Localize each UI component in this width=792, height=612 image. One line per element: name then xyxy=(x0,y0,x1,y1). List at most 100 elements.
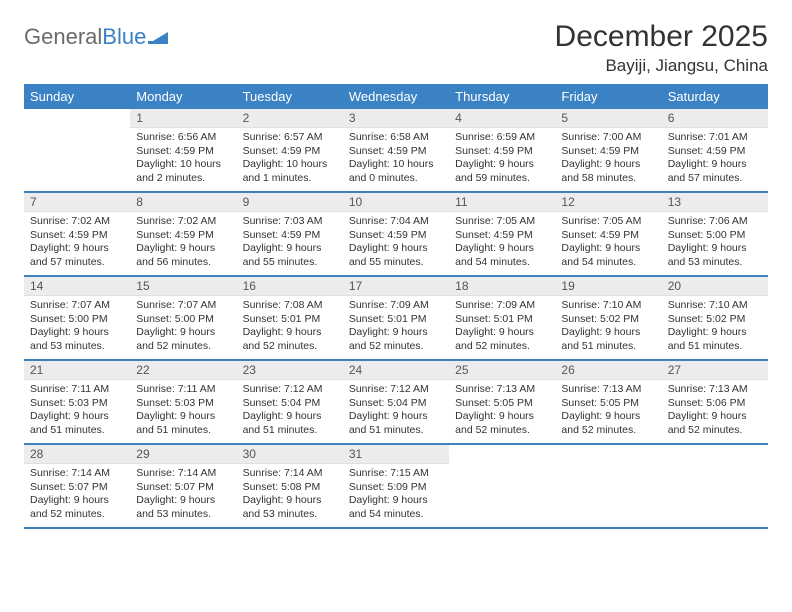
daylight-text: Daylight: 9 hours and 57 minutes. xyxy=(668,158,762,185)
sunrise-text: Sunrise: 6:58 AM xyxy=(349,131,443,145)
daylight-text: Daylight: 10 hours and 0 minutes. xyxy=(349,158,443,185)
cell-body: Sunrise: 7:06 AMSunset: 5:00 PMDaylight:… xyxy=(662,212,768,274)
daylight-text: Daylight: 9 hours and 53 minutes. xyxy=(668,242,762,269)
day-number: 18 xyxy=(449,277,555,296)
week-row: 14Sunrise: 7:07 AMSunset: 5:00 PMDayligh… xyxy=(24,277,768,361)
daylight-text: Daylight: 9 hours and 52 minutes. xyxy=(561,410,655,437)
sunrise-text: Sunrise: 7:06 AM xyxy=(668,215,762,229)
cell-body: Sunrise: 6:57 AMSunset: 4:59 PMDaylight:… xyxy=(237,128,343,190)
day-number: 21 xyxy=(24,361,130,380)
cell-body: Sunrise: 7:15 AMSunset: 5:09 PMDaylight:… xyxy=(343,464,449,526)
daylight-text: Daylight: 9 hours and 51 minutes. xyxy=(30,410,124,437)
sunset-text: Sunset: 4:59 PM xyxy=(668,145,762,159)
calendar-cell: 30Sunrise: 7:14 AMSunset: 5:08 PMDayligh… xyxy=(237,445,343,527)
sunrise-text: Sunrise: 7:10 AM xyxy=(668,299,762,313)
calendar: Sunday Monday Tuesday Wednesday Thursday… xyxy=(24,84,768,529)
sunset-text: Sunset: 5:09 PM xyxy=(349,481,443,495)
calendar-cell: 15Sunrise: 7:07 AMSunset: 5:00 PMDayligh… xyxy=(130,277,236,359)
day-number: 31 xyxy=(343,445,449,464)
day-number: 17 xyxy=(343,277,449,296)
calendar-cell: 31Sunrise: 7:15 AMSunset: 5:09 PMDayligh… xyxy=(343,445,449,527)
calendar-cell xyxy=(662,445,768,527)
sunset-text: Sunset: 5:03 PM xyxy=(136,397,230,411)
daylight-text: Daylight: 9 hours and 51 minutes. xyxy=(349,410,443,437)
sunset-text: Sunset: 5:00 PM xyxy=(136,313,230,327)
sunrise-text: Sunrise: 7:02 AM xyxy=(30,215,124,229)
sunrise-text: Sunrise: 7:01 AM xyxy=(668,131,762,145)
day-number: 23 xyxy=(237,361,343,380)
sunset-text: Sunset: 5:07 PM xyxy=(30,481,124,495)
day-number: 26 xyxy=(555,361,661,380)
cell-body: Sunrise: 7:01 AMSunset: 4:59 PMDaylight:… xyxy=(662,128,768,190)
day-number: 27 xyxy=(662,361,768,380)
sunrise-text: Sunrise: 7:05 AM xyxy=(561,215,655,229)
sunset-text: Sunset: 5:05 PM xyxy=(561,397,655,411)
calendar-cell: 8Sunrise: 7:02 AMSunset: 4:59 PMDaylight… xyxy=(130,193,236,275)
sunset-text: Sunset: 4:59 PM xyxy=(561,229,655,243)
day-number: 15 xyxy=(130,277,236,296)
calendar-cell: 10Sunrise: 7:04 AMSunset: 4:59 PMDayligh… xyxy=(343,193,449,275)
logo-text: GeneralBlue xyxy=(24,24,146,50)
calendar-cell: 3Sunrise: 6:58 AMSunset: 4:59 PMDaylight… xyxy=(343,109,449,191)
sunset-text: Sunset: 4:59 PM xyxy=(349,229,443,243)
daylight-text: Daylight: 9 hours and 53 minutes. xyxy=(30,326,124,353)
sunrise-text: Sunrise: 6:59 AM xyxy=(455,131,549,145)
cell-body: Sunrise: 7:04 AMSunset: 4:59 PMDaylight:… xyxy=(343,212,449,274)
calendar-cell: 1Sunrise: 6:56 AMSunset: 4:59 PMDaylight… xyxy=(130,109,236,191)
daylight-text: Daylight: 9 hours and 52 minutes. xyxy=(243,326,337,353)
day-number: 16 xyxy=(237,277,343,296)
cell-body: Sunrise: 6:59 AMSunset: 4:59 PMDaylight:… xyxy=(449,128,555,190)
day-header-row: Sunday Monday Tuesday Wednesday Thursday… xyxy=(24,84,768,109)
sunset-text: Sunset: 5:02 PM xyxy=(561,313,655,327)
calendar-cell: 25Sunrise: 7:13 AMSunset: 5:05 PMDayligh… xyxy=(449,361,555,443)
sunrise-text: Sunrise: 7:00 AM xyxy=(561,131,655,145)
sunset-text: Sunset: 4:59 PM xyxy=(136,229,230,243)
calendar-cell xyxy=(449,445,555,527)
daylight-text: Daylight: 9 hours and 56 minutes. xyxy=(136,242,230,269)
sunrise-text: Sunrise: 7:07 AM xyxy=(30,299,124,313)
cell-body: Sunrise: 7:02 AMSunset: 4:59 PMDaylight:… xyxy=(24,212,130,274)
sunrise-text: Sunrise: 7:03 AM xyxy=(243,215,337,229)
sunrise-text: Sunrise: 7:14 AM xyxy=(30,467,124,481)
sunrise-text: Sunrise: 7:08 AM xyxy=(243,299,337,313)
calendar-cell: 24Sunrise: 7:12 AMSunset: 5:04 PMDayligh… xyxy=(343,361,449,443)
header: GeneralBlue December 2025 Bayiji, Jiangs… xyxy=(24,20,768,76)
cell-body: Sunrise: 7:14 AMSunset: 5:07 PMDaylight:… xyxy=(24,464,130,526)
sunset-text: Sunset: 5:06 PM xyxy=(668,397,762,411)
calendar-cell: 17Sunrise: 7:09 AMSunset: 5:01 PMDayligh… xyxy=(343,277,449,359)
sunrise-text: Sunrise: 7:14 AM xyxy=(243,467,337,481)
daylight-text: Daylight: 9 hours and 52 minutes. xyxy=(30,494,124,521)
day-number: 4 xyxy=(449,109,555,128)
cell-body: Sunrise: 7:03 AMSunset: 4:59 PMDaylight:… xyxy=(237,212,343,274)
cell-body: Sunrise: 7:11 AMSunset: 5:03 PMDaylight:… xyxy=(130,380,236,442)
cell-body: Sunrise: 7:12 AMSunset: 5:04 PMDaylight:… xyxy=(343,380,449,442)
sunrise-text: Sunrise: 7:11 AM xyxy=(30,383,124,397)
day-number: 10 xyxy=(343,193,449,212)
daylight-text: Daylight: 9 hours and 52 minutes. xyxy=(455,326,549,353)
daylight-text: Daylight: 10 hours and 2 minutes. xyxy=(136,158,230,185)
cell-body: Sunrise: 7:07 AMSunset: 5:00 PMDaylight:… xyxy=(130,296,236,358)
sunrise-text: Sunrise: 7:04 AM xyxy=(349,215,443,229)
day-number: 6 xyxy=(662,109,768,128)
calendar-cell: 5Sunrise: 7:00 AMSunset: 4:59 PMDaylight… xyxy=(555,109,661,191)
sunrise-text: Sunrise: 7:05 AM xyxy=(455,215,549,229)
daylight-text: Daylight: 9 hours and 52 minutes. xyxy=(349,326,443,353)
cell-body: Sunrise: 7:02 AMSunset: 4:59 PMDaylight:… xyxy=(130,212,236,274)
calendar-cell: 26Sunrise: 7:13 AMSunset: 5:05 PMDayligh… xyxy=(555,361,661,443)
calendar-cell: 29Sunrise: 7:14 AMSunset: 5:07 PMDayligh… xyxy=(130,445,236,527)
cell-body: Sunrise: 7:00 AMSunset: 4:59 PMDaylight:… xyxy=(555,128,661,190)
cell-body: Sunrise: 7:14 AMSunset: 5:08 PMDaylight:… xyxy=(237,464,343,526)
day-number: 13 xyxy=(662,193,768,212)
day-header: Sunday xyxy=(24,84,130,109)
daylight-text: Daylight: 9 hours and 54 minutes. xyxy=(455,242,549,269)
week-row: 28Sunrise: 7:14 AMSunset: 5:07 PMDayligh… xyxy=(24,445,768,529)
day-number: 1 xyxy=(130,109,236,128)
calendar-cell: 27Sunrise: 7:13 AMSunset: 5:06 PMDayligh… xyxy=(662,361,768,443)
day-number: 11 xyxy=(449,193,555,212)
cell-body: Sunrise: 7:09 AMSunset: 5:01 PMDaylight:… xyxy=(343,296,449,358)
day-number: 8 xyxy=(130,193,236,212)
cell-body: Sunrise: 6:58 AMSunset: 4:59 PMDaylight:… xyxy=(343,128,449,190)
sunset-text: Sunset: 5:04 PM xyxy=(243,397,337,411)
day-number: 9 xyxy=(237,193,343,212)
sunrise-text: Sunrise: 6:57 AM xyxy=(243,131,337,145)
